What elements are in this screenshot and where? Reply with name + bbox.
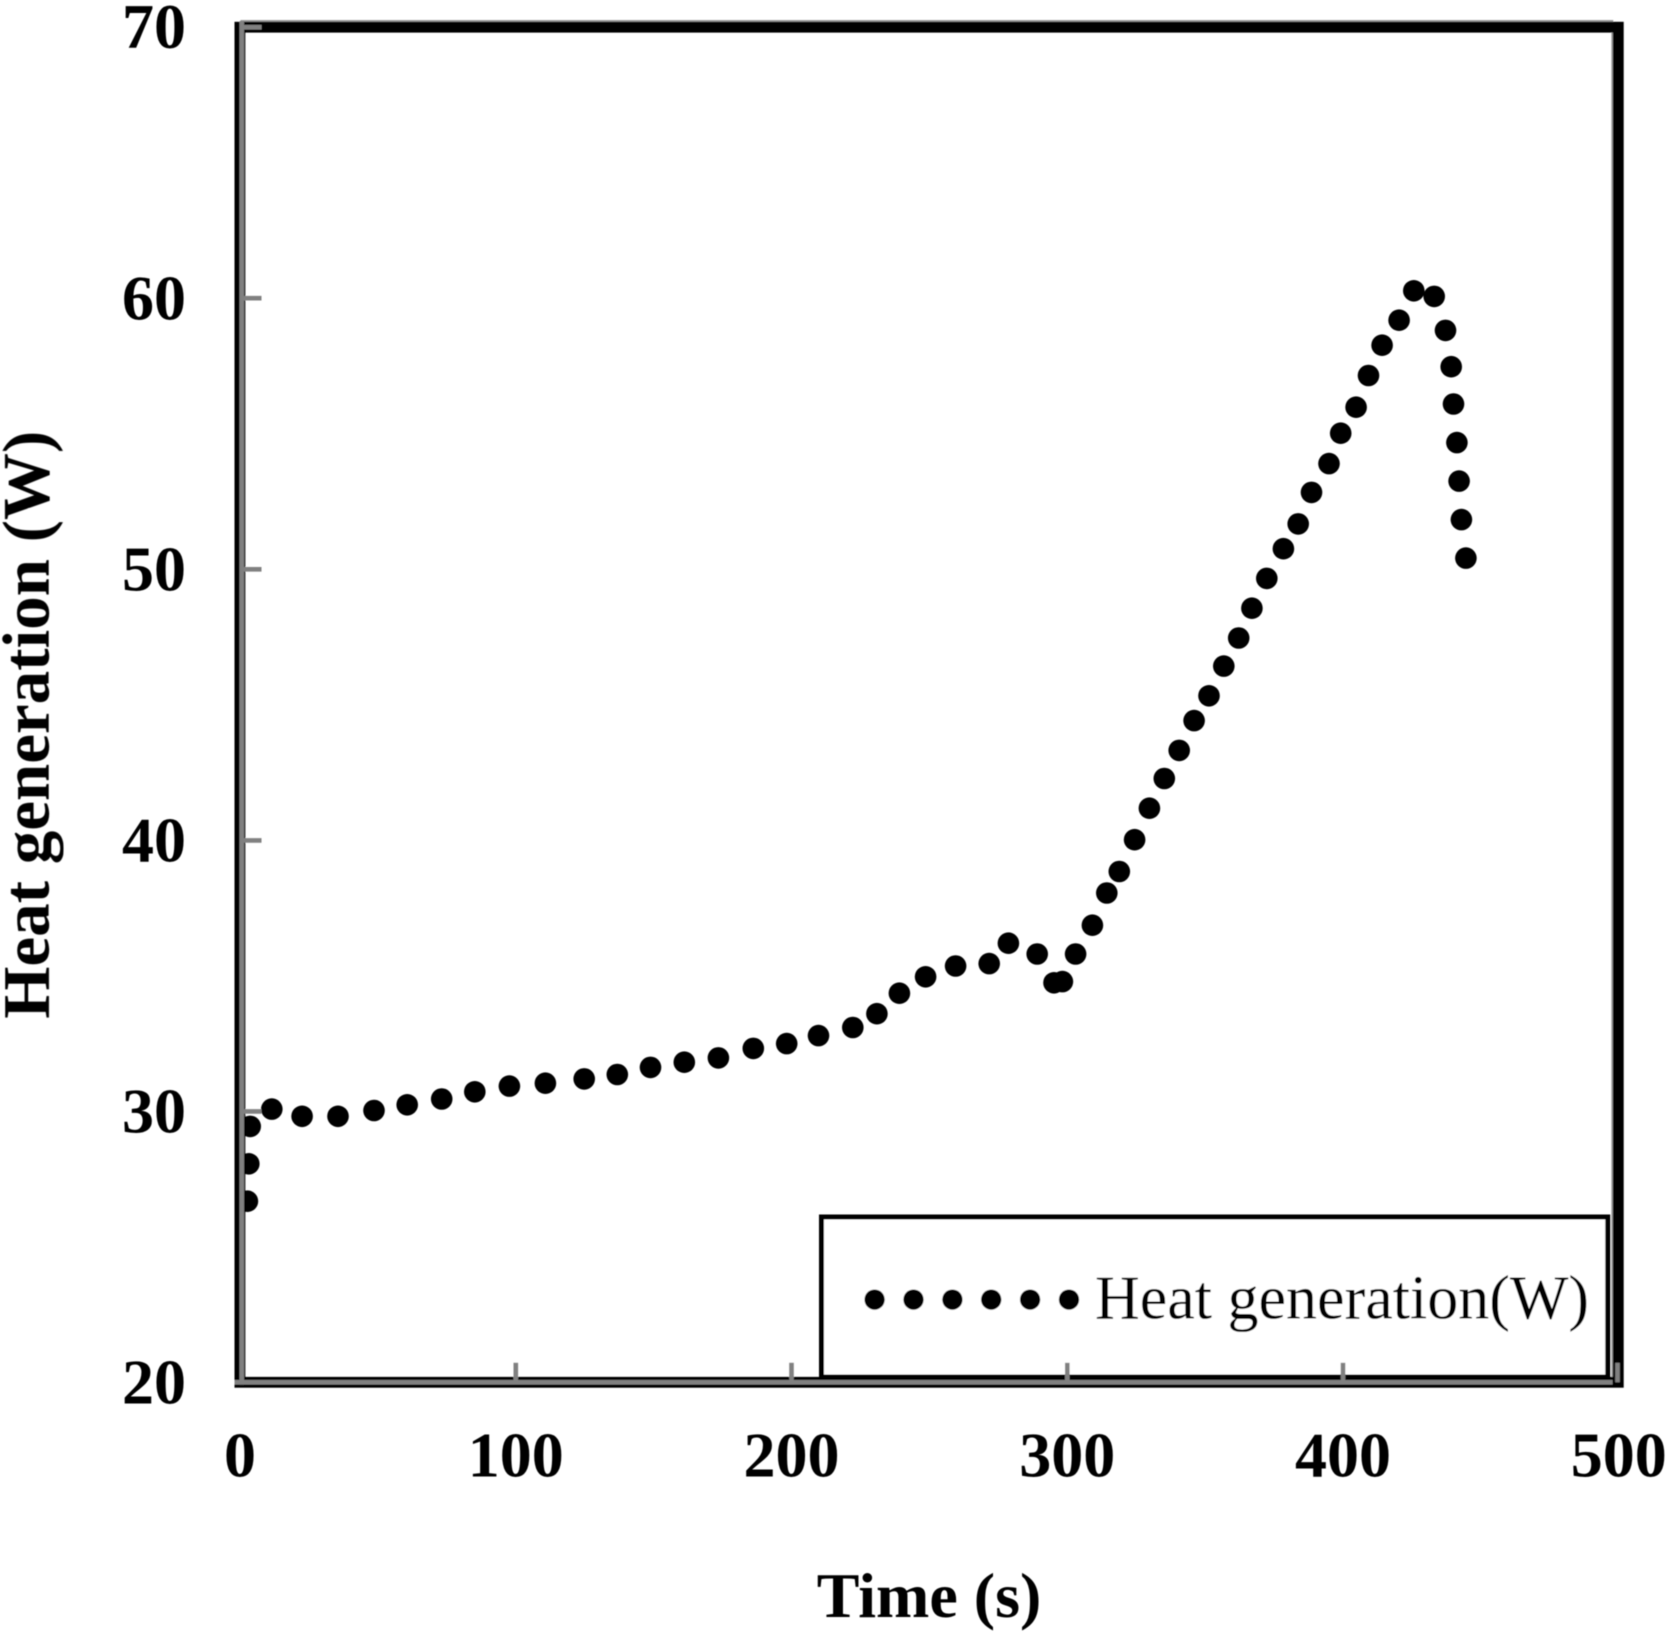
svg-text:20: 20 xyxy=(122,1347,186,1418)
svg-text:Time (s): Time (s) xyxy=(817,1560,1042,1631)
svg-text:Heat generation (W): Heat generation (W) xyxy=(0,431,64,1019)
svg-text:Heat generation(W): Heat generation(W) xyxy=(1095,1265,1589,1333)
svg-text:500: 500 xyxy=(1571,1419,1667,1490)
svg-text:400: 400 xyxy=(1295,1419,1391,1490)
svg-text:60: 60 xyxy=(122,262,186,333)
svg-text:70: 70 xyxy=(122,0,186,62)
svg-text:50: 50 xyxy=(122,533,186,604)
svg-text:100: 100 xyxy=(468,1419,564,1490)
svg-text:0: 0 xyxy=(224,1419,256,1490)
svg-text:30: 30 xyxy=(122,1076,186,1147)
svg-text:40: 40 xyxy=(122,804,186,875)
svg-text:300: 300 xyxy=(1019,1419,1115,1490)
svg-text:200: 200 xyxy=(744,1419,840,1490)
